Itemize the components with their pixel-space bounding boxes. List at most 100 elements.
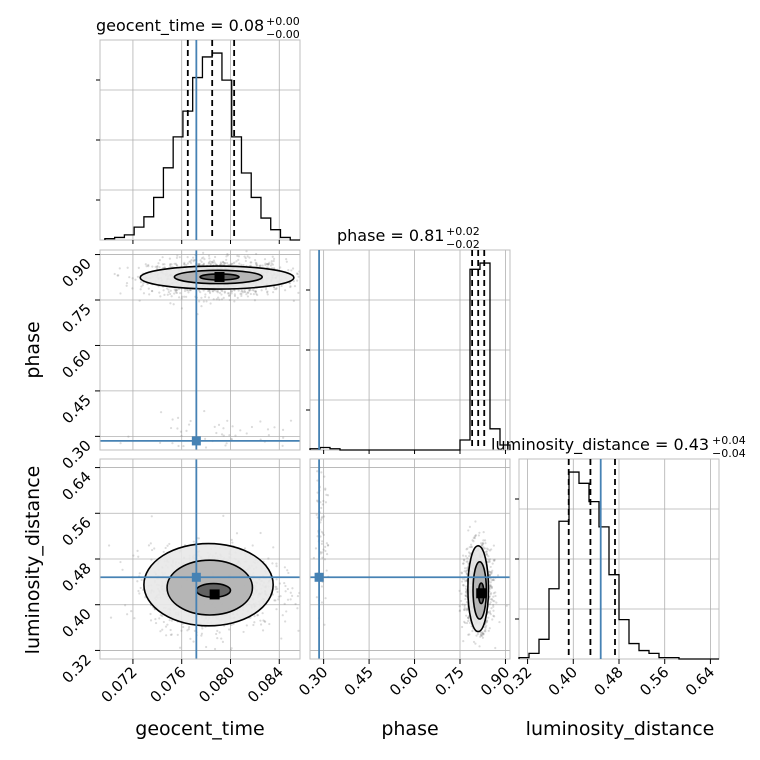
sample-point: [169, 302, 172, 305]
sample-point: [255, 252, 258, 256]
sample-point: [487, 558, 490, 561]
sample-point: [148, 293, 151, 296]
sample-point: [173, 288, 176, 291]
sample-point: [460, 625, 464, 629]
sample-point: [215, 431, 218, 435]
sample-point: [141, 284, 144, 287]
sample-point: [466, 619, 470, 623]
sample-point: [171, 442, 174, 445]
sample-point: [466, 566, 469, 570]
sample-point: [238, 451, 240, 453]
sample-point: [286, 587, 290, 591]
sample-point: [469, 543, 473, 546]
sample-point: [226, 419, 229, 422]
sample-point: [488, 560, 491, 564]
sample-point: [237, 289, 240, 292]
sample-point: [484, 630, 487, 633]
sample-point: [151, 265, 154, 268]
sample-point: [320, 585, 324, 588]
sample-point: [221, 640, 225, 644]
sample-point: [254, 259, 257, 262]
sample-point: [481, 636, 485, 639]
sample-point: [183, 263, 186, 266]
sample-point: [287, 571, 290, 575]
sample-point: [322, 533, 325, 537]
sample-point: [230, 289, 233, 293]
sample-point: [185, 295, 188, 298]
sample-point: [254, 290, 257, 293]
sample-point: [161, 256, 164, 259]
sample-point: [492, 605, 495, 608]
sample-point: [491, 618, 494, 621]
sample-point: [505, 604, 508, 607]
sample-point: [177, 288, 181, 291]
sample-point: [322, 515, 326, 518]
sample-point: [254, 261, 257, 264]
sample-point: [485, 553, 488, 556]
density-peak: [476, 588, 487, 599]
sample-point: [202, 300, 205, 303]
sample-point: [174, 288, 177, 291]
sample-point: [179, 430, 183, 433]
sample-point: [235, 532, 239, 535]
sample-point: [226, 292, 230, 295]
sample-point: [154, 265, 157, 268]
sample-point: [272, 546, 275, 549]
sample-point: [315, 596, 318, 599]
contour-line: [143, 542, 274, 627]
sample-point: [254, 263, 258, 266]
sample-point: [487, 548, 490, 551]
sample-point: [482, 632, 485, 635]
sample-point: [199, 259, 202, 262]
sample-point: [213, 261, 216, 264]
sample-point: [461, 577, 464, 580]
sample-point: [275, 287, 278, 290]
sample-point: [142, 292, 146, 295]
sample-point: [468, 621, 472, 624]
sample-point: [255, 264, 259, 268]
sample-point: [230, 538, 233, 541]
sample-point: [207, 261, 211, 264]
sample-point: [185, 263, 188, 267]
truth-marker: [314, 572, 324, 582]
sample-point: [464, 591, 468, 594]
sample-point: [460, 580, 464, 583]
sample-point: [119, 292, 122, 295]
sample-point: [230, 437, 233, 440]
sample-point: [225, 258, 228, 261]
sample-point: [466, 557, 469, 560]
sample-point: [178, 296, 181, 299]
sample-point: [163, 266, 166, 269]
sample-point: [186, 629, 189, 632]
sample-point: [285, 260, 288, 263]
sample-point: [147, 265, 150, 268]
sample-point: [468, 633, 471, 636]
sample-point: [324, 549, 327, 553]
x-axis-label-luminosity-distance: luminosity_distance: [526, 718, 715, 740]
sample-point: [320, 506, 323, 510]
sample-point: [240, 292, 243, 296]
sample-point: [289, 419, 293, 422]
sample-point: [267, 263, 270, 266]
sample-point: [491, 562, 494, 565]
sample-point: [223, 261, 227, 265]
sample-point: [162, 620, 165, 624]
sample-point: [153, 547, 156, 550]
sample-point: [265, 262, 269, 266]
sample-point: [147, 263, 150, 267]
sample-point: [261, 612, 264, 615]
sample-point: [215, 632, 218, 636]
sample-point: [131, 287, 134, 290]
sample-point: [487, 629, 490, 632]
sample-point: [483, 630, 486, 633]
sample-point: [273, 285, 276, 289]
sample-point: [325, 569, 328, 572]
sample-point: [198, 300, 201, 303]
sample-point: [210, 260, 213, 264]
sample-point: [494, 594, 497, 598]
sample-point: [463, 570, 466, 573]
sample-point: [254, 290, 257, 293]
sample-point: [272, 257, 276, 260]
sample-point: [236, 254, 239, 257]
sample-point: [265, 291, 269, 294]
